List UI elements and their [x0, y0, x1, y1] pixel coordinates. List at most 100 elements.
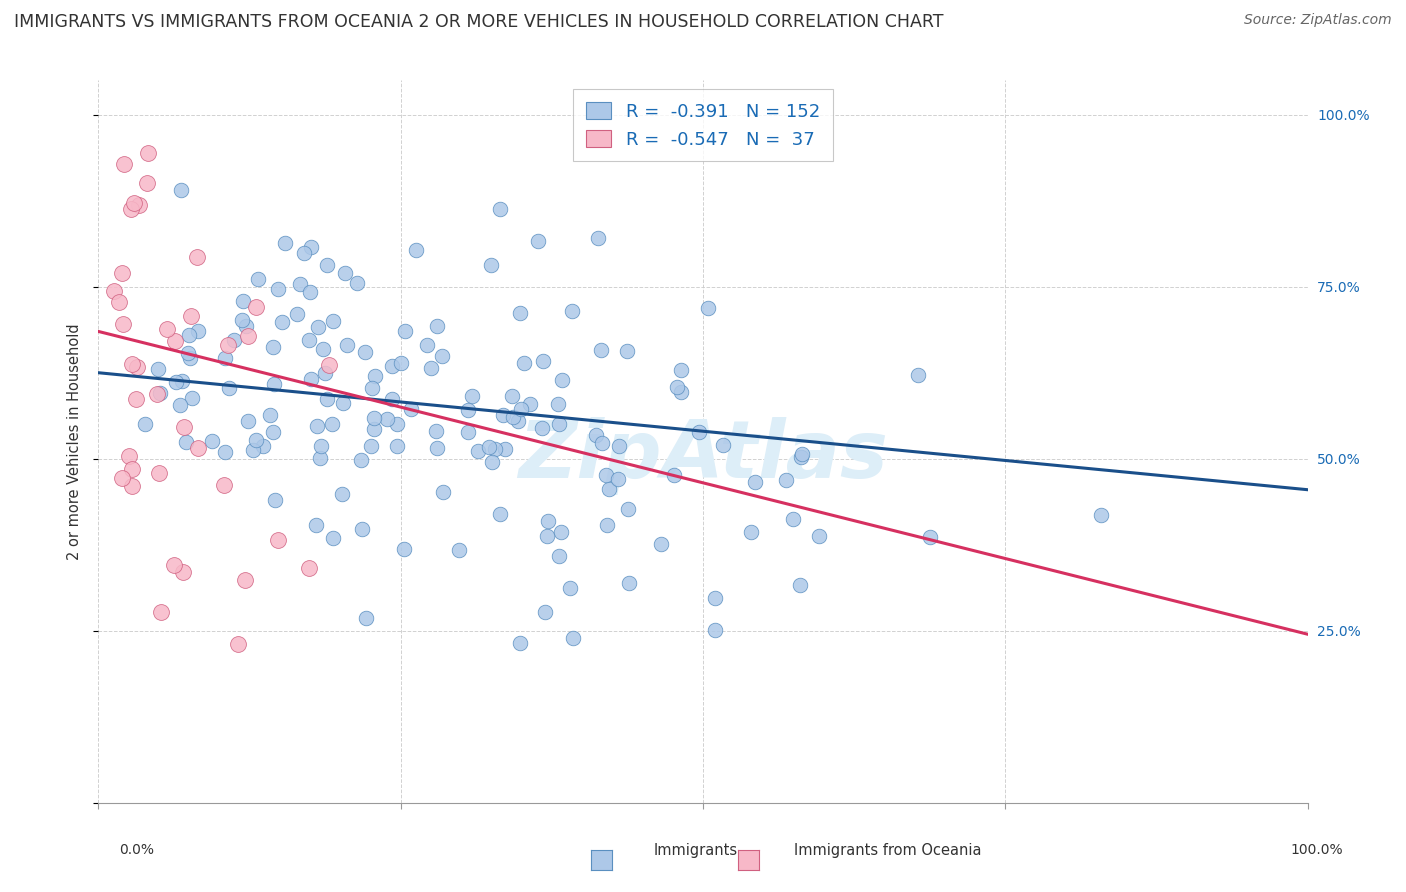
- Point: [121, 357, 143, 371]
- Point: [350, 453, 373, 467]
- Point: [509, 636, 531, 650]
- Point: [360, 439, 382, 453]
- Point: [790, 447, 813, 461]
- Point: [134, 417, 156, 431]
- Point: [259, 409, 281, 423]
- Point: [238, 329, 260, 343]
- Point: [110, 470, 132, 484]
- Point: [536, 529, 558, 543]
- Point: [595, 467, 617, 482]
- Point: [387, 417, 409, 431]
- Point: [150, 605, 173, 619]
- Text: ZipAtlas: ZipAtlas: [517, 417, 889, 495]
- Point: [381, 359, 404, 374]
- Point: [233, 573, 256, 587]
- Text: Source: ZipAtlas.com: Source: ZipAtlas.com: [1244, 13, 1392, 28]
- Point: [298, 333, 321, 347]
- Point: [662, 468, 685, 483]
- Point: [790, 450, 813, 464]
- Point: [232, 293, 254, 308]
- Point: [481, 455, 503, 469]
- Point: [713, 438, 735, 452]
- Point: [920, 530, 942, 544]
- Point: [419, 361, 441, 376]
- Point: [121, 479, 143, 493]
- Point: [607, 439, 630, 453]
- Point: [669, 363, 692, 377]
- Point: [430, 349, 453, 363]
- Point: [506, 413, 529, 427]
- Point: [551, 373, 574, 387]
- Point: [547, 549, 569, 563]
- Point: [488, 507, 510, 521]
- Point: [121, 462, 143, 476]
- Point: [114, 157, 136, 171]
- Point: [200, 434, 222, 448]
- Point: [322, 531, 344, 545]
- Point: [354, 610, 377, 624]
- Text: IMMIGRANTS VS IMMIGRANTS FROM OCEANIA 2 OR MORE VEHICLES IN HOUSEHOLD CORRELATIO: IMMIGRANTS VS IMMIGRANTS FROM OCEANIA 2 …: [14, 13, 943, 31]
- Point: [235, 318, 257, 333]
- Point: [187, 324, 209, 338]
- Y-axis label: 2 or more Vehicles in Household: 2 or more Vehicles in Household: [67, 323, 83, 560]
- Legend: R =  -0.391   N = 152, R =  -0.547   N =  37: R = -0.391 N = 152, R = -0.547 N = 37: [574, 89, 832, 161]
- Point: [245, 301, 267, 315]
- Point: [172, 374, 194, 388]
- Point: [299, 240, 322, 254]
- Point: [589, 343, 612, 358]
- Point: [616, 502, 638, 516]
- Point: [332, 486, 354, 500]
- Point: [120, 202, 142, 216]
- Point: [509, 306, 531, 320]
- Point: [478, 440, 501, 454]
- Point: [135, 177, 157, 191]
- Point: [173, 420, 195, 434]
- Point: [214, 445, 236, 459]
- Text: Immigrants: Immigrants: [654, 843, 738, 858]
- Point: [502, 410, 524, 425]
- Point: [375, 411, 398, 425]
- Point: [591, 436, 613, 450]
- Point: [108, 295, 131, 310]
- Point: [290, 277, 312, 292]
- Point: [111, 266, 134, 280]
- Point: [177, 346, 200, 360]
- Point: [782, 512, 804, 526]
- Point: [550, 525, 572, 540]
- Point: [616, 344, 638, 359]
- Point: [163, 334, 186, 348]
- Point: [394, 324, 416, 338]
- Point: [299, 372, 322, 386]
- Point: [361, 381, 384, 395]
- Point: [314, 366, 336, 380]
- Point: [363, 411, 385, 425]
- Point: [146, 386, 169, 401]
- Point: [789, 577, 811, 591]
- Point: [111, 317, 134, 331]
- Point: [607, 472, 630, 486]
- Point: [704, 591, 727, 606]
- Point: [519, 397, 541, 411]
- Point: [252, 439, 274, 453]
- Point: [245, 433, 267, 447]
- Point: [318, 358, 340, 372]
- Point: [354, 344, 377, 359]
- Point: [534, 605, 557, 619]
- Point: [322, 314, 344, 328]
- Point: [669, 384, 692, 399]
- Point: [186, 250, 208, 264]
- Point: [527, 235, 550, 249]
- Point: [180, 391, 202, 405]
- Point: [336, 337, 359, 351]
- Point: [148, 362, 170, 376]
- Point: [425, 424, 447, 438]
- Point: [262, 425, 284, 439]
- Point: [416, 338, 439, 352]
- Point: [262, 340, 284, 354]
- Point: [740, 524, 762, 539]
- Point: [128, 198, 150, 212]
- Point: [103, 284, 125, 298]
- Point: [228, 637, 250, 651]
- Point: [309, 439, 332, 453]
- Point: [163, 558, 186, 572]
